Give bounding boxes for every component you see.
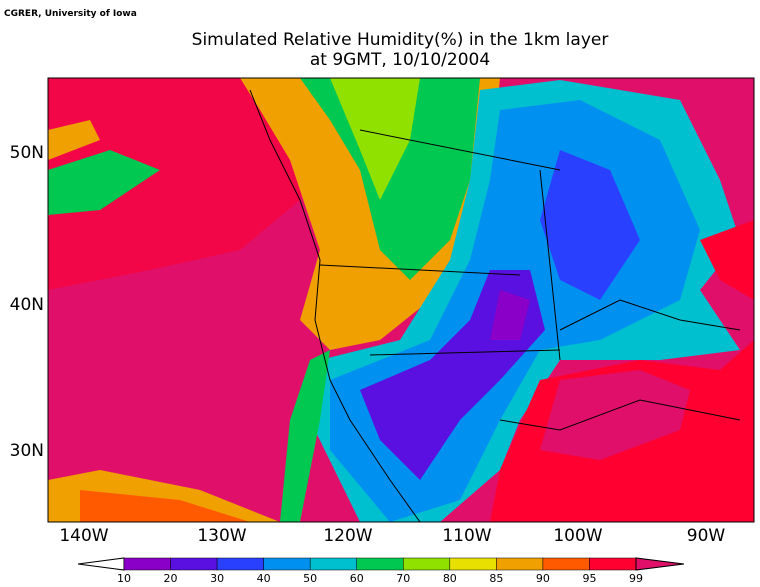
lon-label: 120W — [323, 526, 372, 546]
colorbar: 10 20 30 40 50 60 70 80 85 90 95 99 — [77, 557, 685, 585]
lat-label: 40N — [10, 295, 44, 315]
colorbar-bin — [403, 557, 451, 571]
colorbar-label: 30 — [210, 572, 224, 585]
lon-label: 130W — [197, 526, 246, 546]
title-line: Simulated Relative Humidity(%) in the 1k… — [192, 30, 609, 50]
humidity-field — [48, 78, 754, 522]
colorbar-bin — [170, 557, 218, 571]
colorbar-bin — [496, 557, 544, 571]
lat-labels: 50N 40N 30N — [10, 143, 44, 461]
colorbar-label: 40 — [257, 572, 271, 585]
colorbar-bin — [309, 557, 357, 571]
colorbar-label: 10 — [117, 572, 131, 585]
lat-label: 50N — [10, 143, 44, 163]
credit: CGRER, University of Iowa — [4, 9, 137, 19]
lat-label: 30N — [10, 441, 44, 461]
colorbar-bin — [542, 557, 590, 571]
colorbar-bin — [123, 557, 171, 571]
title-line: at 9GMT, 10/10/2004 — [310, 50, 490, 70]
map-frame — [47, 77, 755, 523]
colorbar-label: 60 — [350, 572, 364, 585]
lon-labels: 140W 130W 120W 110W 100W 90W — [59, 526, 725, 546]
lon-label: 110W — [442, 526, 491, 546]
lon-label: 100W — [553, 526, 602, 546]
colorbar-label: 20 — [164, 572, 178, 585]
lon-label: 140W — [59, 526, 108, 546]
colorbar-label: 70 — [396, 572, 410, 585]
colorbar-label: 50 — [303, 572, 317, 585]
colorbar-bin — [356, 557, 404, 571]
colorbar-under — [77, 557, 125, 571]
colorbar-label: 85 — [489, 572, 503, 585]
colorbar-bin — [263, 557, 311, 571]
colorbar-bin — [449, 557, 497, 571]
colorbar-label: 99 — [629, 572, 643, 585]
colorbar-bin — [589, 557, 637, 571]
colorbar-over — [635, 557, 685, 571]
lon-label: 90W — [687, 526, 726, 546]
colorbar-bin — [216, 557, 264, 571]
colorbar-label: 80 — [443, 572, 457, 585]
colorbar-label: 95 — [582, 572, 596, 585]
colorbar-label: 90 — [536, 572, 550, 585]
